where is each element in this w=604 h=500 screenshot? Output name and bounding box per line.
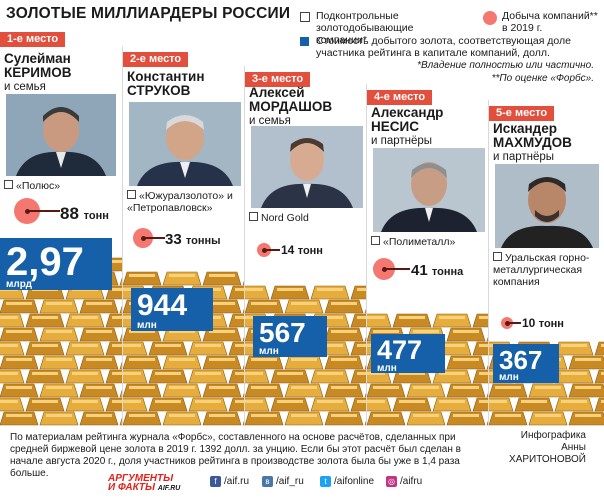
first-name: Константин [127, 69, 205, 84]
place-badge: 5-е место [489, 106, 555, 121]
rank-column-5: 5-е место Искандер МАХМУДОВ и партнёры У… [488, 100, 604, 426]
source-note: По материалам рейтинга журнала «Форбс», … [10, 432, 461, 479]
legend-note-2: **По оценке «Форбс». [491, 73, 594, 84]
company-name: Уральская горно-металлургическая компани… [493, 252, 590, 288]
value-square-icon [300, 37, 309, 46]
mining-value: 14 тонн [281, 243, 323, 257]
portrait-photo [129, 102, 241, 186]
credit-label: Инфографика [520, 430, 586, 441]
gold-bars-image [245, 276, 367, 426]
last-name: НЕСИС [371, 119, 419, 134]
last-name: МАХМУДОВ [493, 135, 572, 150]
place-badge: 1-е место [0, 32, 66, 47]
value-box: 944 млн [131, 288, 213, 331]
mining-dot-icon [483, 11, 497, 25]
value-box: 367 млн [493, 344, 559, 383]
first-name: Сулейман [4, 51, 71, 66]
mining-value: 10 тонн [522, 316, 564, 330]
rank-column-2: 2-е место Константин СТРУКОВ «Южуралзоло… [122, 46, 245, 426]
mining-leader [384, 268, 410, 270]
credit-first: Анны [561, 442, 586, 453]
logo-bottom: И ФАКТЫ AIF.RU [108, 482, 181, 493]
value-box: 567 млн [253, 316, 327, 357]
family-note: и семья [4, 81, 46, 93]
family-note: и партнёры [493, 151, 555, 163]
legend-value: Стоимость добытого золота, соответствующ… [316, 35, 572, 59]
logo-top: АРГУМЕНТЫ [108, 473, 174, 484]
social-link-vk[interactable]: в/aif_ru [262, 476, 304, 487]
company-name: Nord Gold [249, 212, 309, 224]
place-badge: 2-е место [123, 52, 189, 67]
company-name: «Полюс» [4, 180, 60, 192]
vk-icon: в [262, 476, 273, 487]
mining-leader [264, 249, 280, 251]
rank-column-3: 3-е место Алексей МОРДАШОВ и семья Nord … [244, 66, 367, 426]
facebook-icon: f [210, 476, 221, 487]
portrait-photo [495, 164, 599, 248]
value-box: 477 млн [371, 334, 445, 374]
mining-leader [507, 322, 521, 324]
mining-value: 88 тонн [60, 204, 109, 223]
first-name: Алексей [249, 85, 305, 100]
first-name: Александр [371, 105, 444, 120]
place-badge: 4-е место [367, 90, 433, 105]
company-square-icon [371, 236, 380, 245]
controlled-square-icon [300, 12, 310, 22]
company-square-icon [127, 190, 136, 199]
company-square-icon [493, 252, 502, 261]
mining-value: 41 тонна [411, 262, 464, 279]
company-name: «Южуралзолото» и «Петропавловск» [127, 190, 233, 214]
company-name: «Полиметалл» [371, 236, 455, 248]
company-square-icon [249, 212, 258, 221]
last-name: КЕРИМОВ [4, 65, 72, 80]
portrait-photo [373, 148, 485, 232]
value-box: 2,97 млрд [0, 238, 112, 290]
rank-column-4: 4-е место Александр НЕСИС и партнёры «По… [366, 84, 489, 426]
twitter-icon: t [320, 476, 331, 487]
aif-logo[interactable]: АРГУМЕНТЫ И ФАКТЫ AIF.RU [108, 474, 180, 493]
family-note: и партнёры [371, 135, 433, 147]
portrait-photo [6, 94, 116, 176]
page-title: ЗОЛОТЫЕ МИЛЛИАРДЕРЫ РОССИИ [6, 5, 291, 22]
mining-value: 33 тонны [165, 231, 221, 248]
mining-leader [143, 237, 165, 239]
portrait-photo [251, 126, 363, 208]
mining-leader [28, 210, 60, 212]
legend-note-1: *Владение полностью или частично. [417, 60, 594, 71]
last-name: СТРУКОВ [127, 83, 191, 98]
legend-controlled: Подконтрольные золотодобывающие компании… [316, 10, 414, 46]
company-square-icon [4, 180, 13, 189]
place-badge: 3-е место [245, 72, 311, 87]
social-link-facebook[interactable]: f/aif.ru [210, 476, 249, 487]
rank-column-1: 1-е место Сулейман КЕРИМОВ и семья «Полю… [0, 26, 122, 426]
credit: Инфографика Анны ХАРИТОНОВОЙ [509, 430, 586, 466]
family-note: и семья [249, 115, 291, 127]
social-link-twitter[interactable]: t/aifonline [320, 476, 374, 487]
first-name: Искандер [493, 121, 557, 136]
instagram-icon: ◎ [386, 476, 397, 487]
credit-last: ХАРИТОНОВОЙ [509, 454, 586, 465]
legend-mining: Добыча компаний** в 2019 г. [502, 10, 598, 34]
last-name: МОРДАШОВ [249, 99, 333, 114]
social-link-instagram[interactable]: ◎/aifru [386, 476, 423, 487]
